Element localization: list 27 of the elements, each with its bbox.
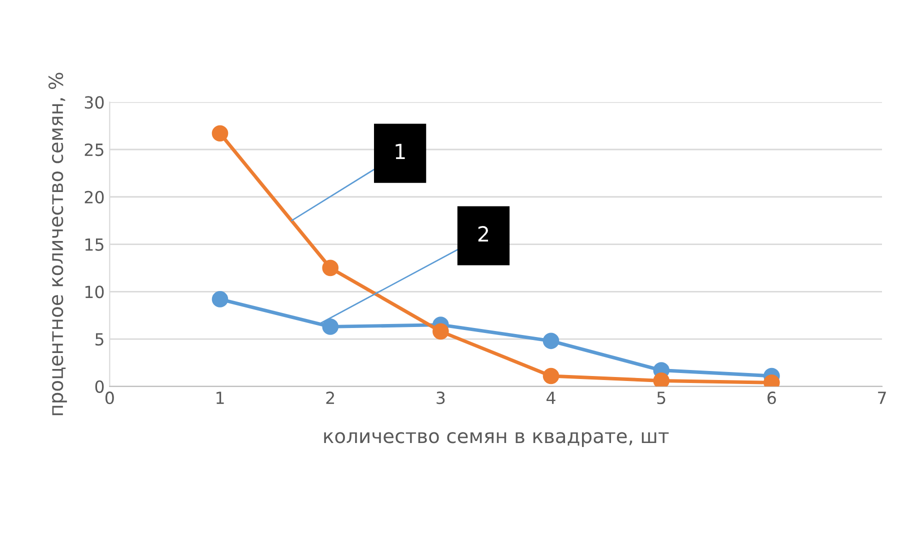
annotation: 1 <box>396 144 405 160</box>
y-tick-label: 10 <box>85 286 104 298</box>
x-tick-label: 4 <box>546 392 556 404</box>
point <box>322 260 339 276</box>
point <box>542 332 560 350</box>
y-axis-title: процентное количество семян, % <box>48 72 67 416</box>
point <box>322 318 339 335</box>
y-tick-label: 0 <box>95 380 104 393</box>
x-tick-label: 0 <box>105 392 114 404</box>
x-tick-label: 3 <box>436 392 445 404</box>
annotation: 2 <box>478 226 488 242</box>
y-tick-label: 5 <box>96 333 104 346</box>
y-tick-label: 30 <box>84 96 104 109</box>
x-tick-label: 2 <box>326 392 334 404</box>
x-tick-label: 5 <box>657 392 666 404</box>
x-tick-label: 1 <box>216 392 224 404</box>
point <box>212 291 228 308</box>
point <box>212 125 228 142</box>
point <box>542 368 560 384</box>
x-tick-label: 6 <box>768 392 776 404</box>
point <box>432 323 449 340</box>
x-tick-label: 7 <box>878 392 886 404</box>
y-tick-label: 15 <box>85 238 104 251</box>
x-axis-title: количество семян в квадрате, шт <box>324 432 669 448</box>
y-tick-label: 25 <box>84 143 104 156</box>
y-tick-label: 20 <box>84 190 104 204</box>
point <box>653 372 670 386</box>
